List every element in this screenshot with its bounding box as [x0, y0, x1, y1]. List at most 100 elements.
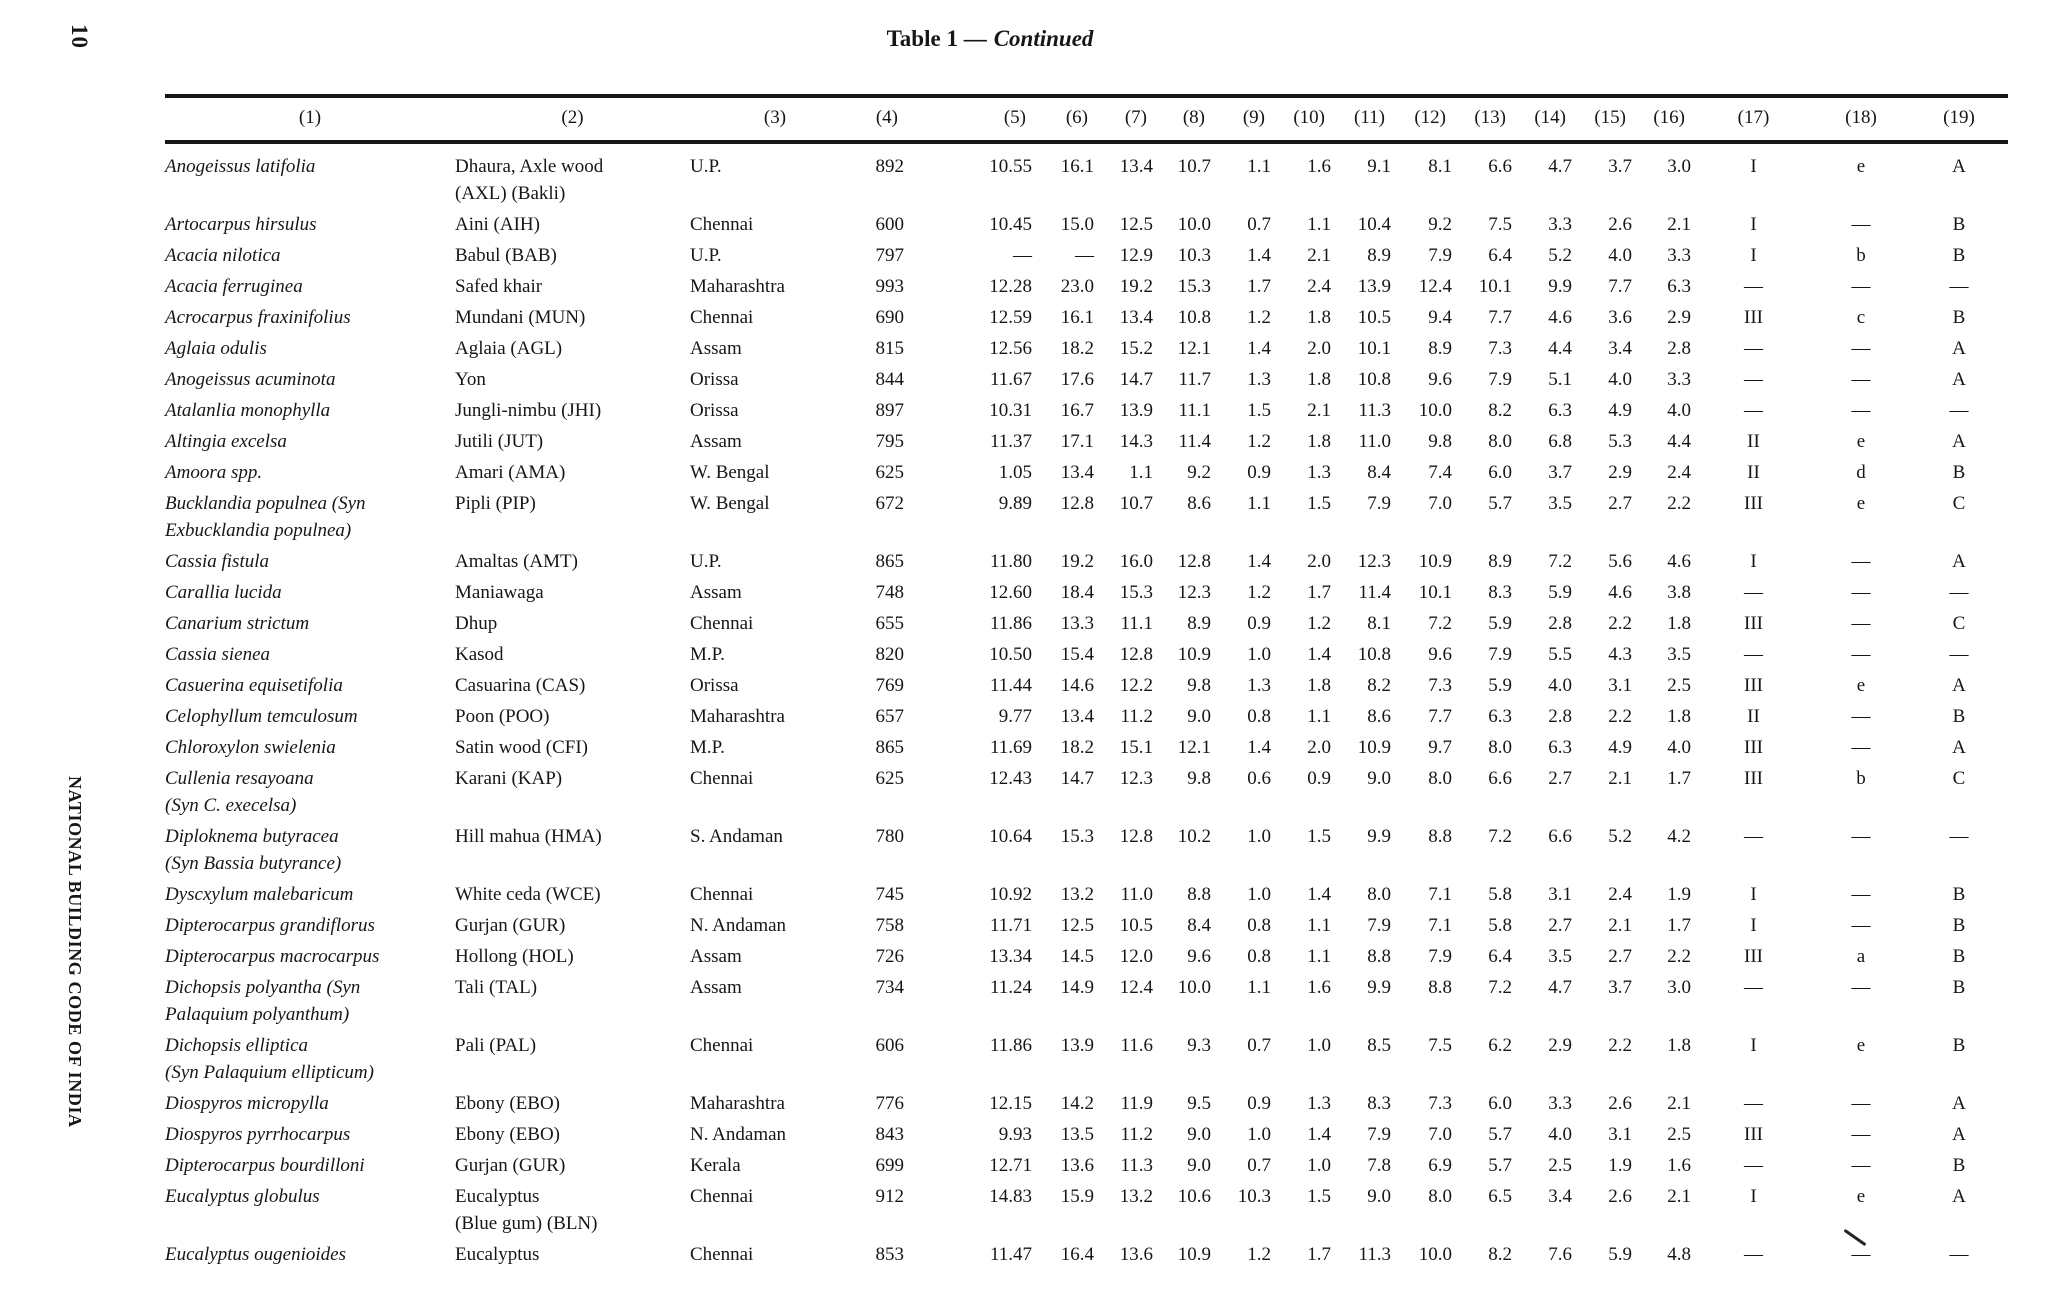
value-cell: 7.3 [1428, 1093, 1452, 1114]
value-cell: 13.3 [1060, 613, 1094, 634]
value-cell: 993 [875, 276, 905, 297]
value-cell: 13.6 [1119, 1244, 1153, 1265]
value-cell: B [1952, 245, 1966, 266]
place-cell: Orissa [690, 400, 739, 421]
value-cell: — [1851, 644, 1871, 665]
common-name-cell: Hill mahua (HMA) [455, 826, 602, 847]
value-cell: 1.2 [1247, 431, 1271, 452]
value-cell: 1.2 [1247, 582, 1271, 603]
column-header: (19) [1910, 96, 2008, 144]
value-cell: 769 [875, 675, 905, 696]
value-cell: — [1744, 369, 1763, 390]
value-cell: 5.5 [1548, 644, 1572, 665]
value-cell: 7.7 [1428, 706, 1452, 727]
species-cell: Amoora spp. [165, 462, 263, 483]
table-row: Acacia nilotica Babul (BAB) U.P. 797 — — 12.9 1… [165, 240, 2008, 271]
value-cell: 9.6 [1187, 946, 1211, 967]
species-cell: Eucalyptus ougenioides [165, 1244, 346, 1265]
value-cell: A [1952, 338, 1966, 359]
page-number: 10 [67, 24, 92, 49]
value-cell: 797 [875, 245, 905, 266]
value-cell: 6.6 [1548, 826, 1572, 847]
value-cell: 0.9 [1247, 613, 1271, 634]
value-cell: 5.2 [1548, 245, 1572, 266]
place-cell: Chennai [690, 884, 754, 905]
value-cell: — [1851, 977, 1871, 998]
place-cell: Chennai [690, 214, 754, 235]
value-cell: 15.3 [1060, 826, 1094, 847]
value-cell: 9.9 [1548, 276, 1572, 297]
value-cell: 11.4 [1178, 431, 1211, 452]
value-cell: 690 [875, 307, 905, 328]
value-cell: 7.7 [1608, 276, 1632, 297]
value-cell: — [1851, 582, 1871, 603]
common-name-cell: Aini (AIH) [455, 214, 540, 235]
value-cell: 8.0 [1488, 431, 1512, 452]
value-cell: 15.1 [1119, 737, 1153, 758]
value-cell: 2.1 [1667, 214, 1691, 235]
value-cell: 2.0 [1307, 737, 1331, 758]
value-cell: — [1851, 369, 1871, 390]
value-cell: 865 [875, 737, 905, 758]
value-cell: 1.1 [1247, 493, 1271, 514]
value-cell: 672 [875, 493, 905, 514]
value-cell: 7.9 [1367, 493, 1391, 514]
value-cell: 8.3 [1488, 582, 1512, 603]
value-cell: 4.0 [1667, 737, 1691, 758]
value-cell: 3.4 [1548, 1186, 1572, 1207]
value-cell: 13.6 [1060, 1155, 1094, 1176]
value-cell: 1.8 [1307, 307, 1331, 328]
value-cell: 9.0 [1367, 1186, 1391, 1207]
table-title-continued: Continued [993, 26, 1094, 51]
value-cell: 8.8 [1428, 977, 1452, 998]
value-cell: 15.3 [1119, 582, 1153, 603]
place-cell: U.P. [690, 156, 722, 177]
value-cell: — [1851, 884, 1871, 905]
value-cell: 1.5 [1247, 400, 1271, 421]
species-cell: Diospyros pyrrhocarpus [165, 1124, 351, 1145]
value-cell: 11.86 [989, 1035, 1032, 1056]
value-cell: 6.0 [1488, 1093, 1512, 1114]
table-body: Anogeissus latifolia Dhaura, Axle wood (AX… [165, 142, 2008, 1270]
value-cell: III [1744, 613, 1763, 634]
value-cell: 0.9 [1307, 768, 1331, 789]
value-cell: 11.0 [1358, 431, 1391, 452]
value-cell: 8.9 [1488, 551, 1512, 572]
place-cell: S. Andaman [690, 826, 783, 847]
value-cell: 11.71 [989, 915, 1032, 936]
value-cell: 1.4 [1307, 1124, 1331, 1145]
value-cell: 758 [875, 915, 905, 936]
value-cell: 2.5 [1667, 675, 1691, 696]
value-cell: 8.9 [1428, 338, 1452, 359]
value-cell: C [1952, 613, 1966, 634]
value-cell: 23.0 [1060, 276, 1094, 297]
species-cell: Cassia fistula [165, 551, 269, 572]
species-cell: Dipterocarpus bourdilloni [165, 1155, 365, 1176]
value-cell: B [1952, 1035, 1966, 1056]
species-cell: Dyscxylum malebaricum [165, 884, 354, 905]
table-row: Eucalyptus globulus Eucalyptus (Blue gum) … [165, 1181, 2008, 1239]
column-header: (16) [1636, 96, 1695, 144]
value-cell: 1.2 [1247, 1244, 1271, 1265]
value-cell: 12.8 [1060, 493, 1094, 514]
table-row: Diospyros micropylla Ebony (EBO) Maharasht… [165, 1088, 2008, 1119]
value-cell: 4.9 [1608, 400, 1632, 421]
place-cell: Assam [690, 977, 742, 998]
place-cell: Assam [690, 946, 742, 967]
value-cell: 13.4 [1060, 706, 1094, 727]
value-cell: 12.3 [1177, 582, 1211, 603]
value-cell: 2.2 [1608, 613, 1632, 634]
value-cell: 2.1 [1608, 768, 1632, 789]
value-cell: 4.6 [1608, 582, 1632, 603]
value-cell: 8.2 [1367, 675, 1391, 696]
species-cell: Acacia ferruginea [165, 276, 303, 297]
table-row: Diospyros pyrrhocarpus Ebony (EBO) N. Anda… [165, 1119, 2008, 1150]
value-cell: 10.8 [1357, 369, 1391, 390]
value-cell: 2.0 [1307, 338, 1331, 359]
value-cell: 1.9 [1608, 1155, 1632, 1176]
value-cell: — [1851, 276, 1871, 297]
value-cell: 3.5 [1548, 946, 1572, 967]
value-cell: I [1750, 551, 1757, 572]
place-cell: Maharashtra [690, 1093, 785, 1114]
species-cell: Anogeissus acuminota [165, 369, 336, 390]
